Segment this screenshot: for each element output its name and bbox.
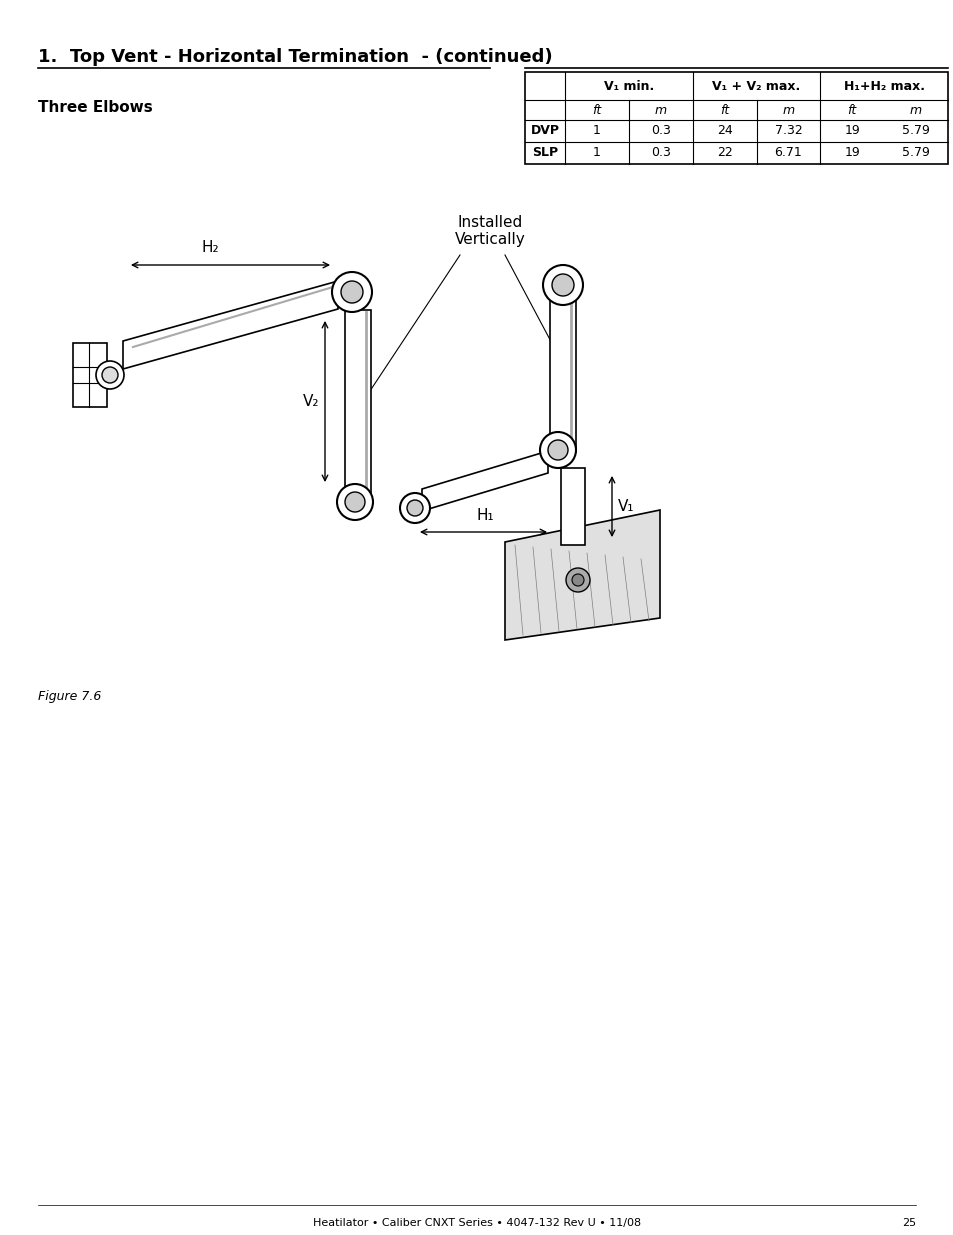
Polygon shape: [421, 451, 547, 511]
Text: ft: ft: [592, 104, 601, 116]
Circle shape: [96, 361, 124, 389]
Circle shape: [565, 568, 589, 592]
Text: 6.71: 6.71: [774, 147, 801, 159]
Polygon shape: [504, 510, 659, 640]
Circle shape: [345, 492, 365, 513]
Text: 25: 25: [901, 1218, 915, 1228]
Text: m: m: [654, 104, 666, 116]
Bar: [73, 343, 107, 408]
Text: V₁: V₁: [618, 499, 634, 514]
Circle shape: [399, 493, 430, 522]
Text: m: m: [781, 104, 794, 116]
Text: H₂: H₂: [201, 240, 219, 254]
Text: H₁: H₁: [476, 509, 494, 524]
Text: V₁ + V₂ max.: V₁ + V₂ max.: [712, 79, 800, 93]
Text: 24: 24: [716, 125, 732, 137]
Text: Three Elbows: Three Elbows: [38, 100, 152, 115]
Text: V₁ min.: V₁ min.: [603, 79, 653, 93]
Circle shape: [552, 274, 574, 296]
Text: m: m: [909, 104, 922, 116]
Text: 19: 19: [843, 147, 860, 159]
Text: ft: ft: [846, 104, 856, 116]
Text: Installed
Vertically: Installed Vertically: [455, 215, 525, 247]
Circle shape: [336, 484, 373, 520]
Text: 0.3: 0.3: [650, 147, 670, 159]
Text: 1: 1: [593, 147, 600, 159]
Text: 5.79: 5.79: [902, 147, 929, 159]
Circle shape: [542, 266, 582, 305]
Circle shape: [572, 574, 583, 585]
Text: SLP: SLP: [532, 147, 558, 159]
Circle shape: [340, 282, 363, 303]
Text: H₁+H₂ max.: H₁+H₂ max.: [842, 79, 923, 93]
Circle shape: [102, 367, 118, 383]
Text: Figure 7.6: Figure 7.6: [38, 690, 101, 703]
Text: 1: 1: [593, 125, 600, 137]
Text: V₂: V₂: [302, 394, 318, 409]
Polygon shape: [123, 282, 337, 369]
Circle shape: [332, 272, 372, 312]
Circle shape: [407, 500, 422, 516]
Text: 5.79: 5.79: [902, 125, 929, 137]
Text: Heatilator • Caliber CNXT Series • 4047-132 Rev U • 11/08: Heatilator • Caliber CNXT Series • 4047-…: [313, 1218, 640, 1228]
Text: 22: 22: [716, 147, 732, 159]
Bar: [345, 310, 371, 493]
Text: DVP: DVP: [530, 125, 558, 137]
Bar: [550, 295, 576, 452]
Circle shape: [547, 440, 567, 459]
Text: 0.3: 0.3: [650, 125, 670, 137]
Text: 7.32: 7.32: [774, 125, 801, 137]
Text: 19: 19: [843, 125, 860, 137]
Circle shape: [539, 432, 576, 468]
Bar: [524, 72, 947, 164]
Bar: [560, 468, 584, 545]
Text: ft: ft: [720, 104, 728, 116]
Text: 1.  Top Vent - Horizontal Termination  - (continued): 1. Top Vent - Horizontal Termination - (…: [38, 48, 552, 65]
